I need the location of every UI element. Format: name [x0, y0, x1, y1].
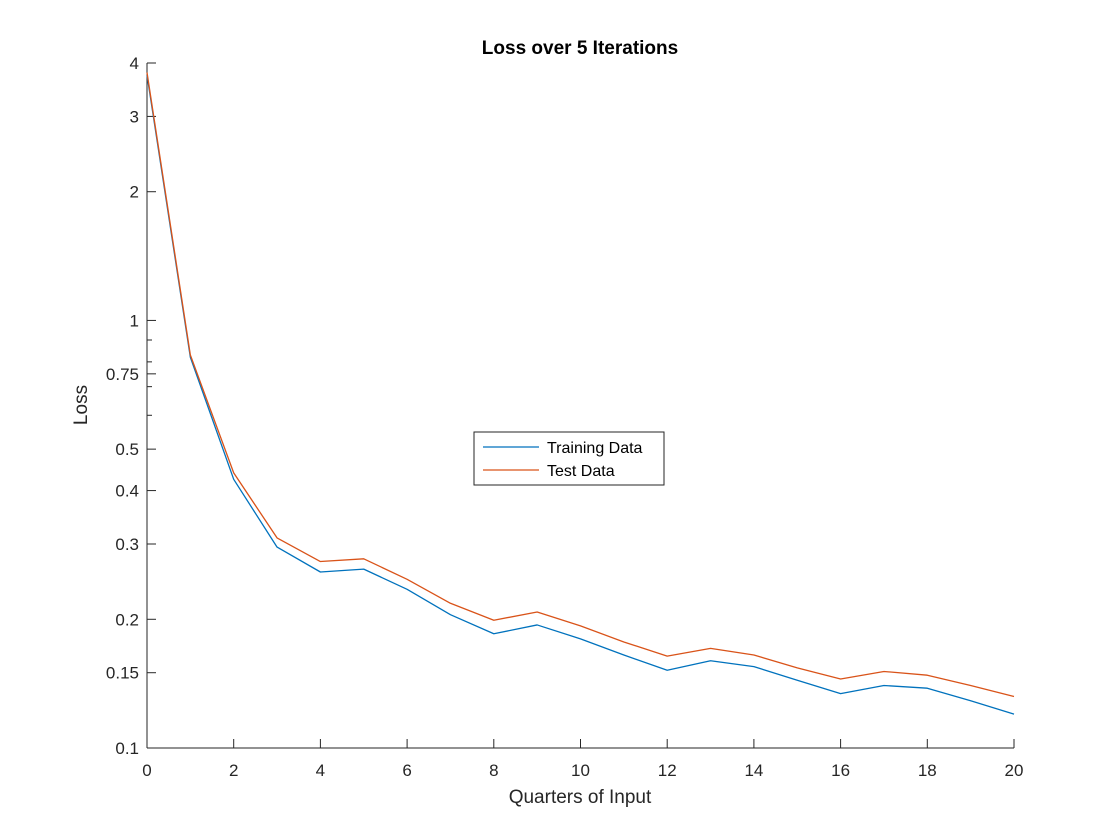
y-tick-label: 0.5: [115, 440, 139, 459]
x-tick-label: 14: [744, 761, 763, 780]
chart-title: Loss over 5 Iterations: [482, 38, 678, 59]
legend-box: [473, 431, 665, 486]
y-tick-label: 1: [130, 311, 139, 330]
y-tick-label: 0.75: [106, 365, 139, 384]
y-tick-label: 2: [130, 183, 139, 202]
series-line-training-data: [146, 74, 1015, 715]
y-tick-label: 4: [130, 54, 139, 73]
x-tick-label: 10: [571, 761, 590, 780]
plot-area: 0 2 4 6 8 10 12 14 16 18 200.10.150.20.30.40.50.75…: [106, 54, 1024, 780]
x-tick-label: 4: [316, 761, 325, 780]
x-tick-label: 18: [918, 761, 937, 780]
legend-label: Test Data: [547, 463, 615, 480]
x-tick-label: 12: [658, 761, 677, 780]
y-tick-label: 0.1: [115, 739, 139, 758]
y-tick-label: 0.2: [115, 610, 139, 629]
x-axis-title: Quarters of Input: [509, 787, 652, 808]
series-line-test-data: [146, 72, 1015, 698]
x-tick-label: 0: [142, 761, 151, 780]
y-tick-label: 0.4: [115, 482, 139, 501]
x-tick-label: 16: [831, 761, 850, 780]
y-tick-label: 0.3: [115, 535, 139, 554]
x-tick-label: 20: [1005, 761, 1024, 780]
y-axis-title: Loss: [71, 385, 92, 425]
x-tick-label: 8: [489, 761, 498, 780]
x-tick-label: 2: [229, 761, 238, 780]
y-tick-label: 3: [130, 107, 139, 126]
legend: Training Data Test Data: [473, 431, 665, 486]
x-tick-label: 6: [402, 761, 411, 780]
y-tick-label: 0.15: [106, 664, 139, 683]
legend-label: Training Data: [547, 440, 643, 457]
